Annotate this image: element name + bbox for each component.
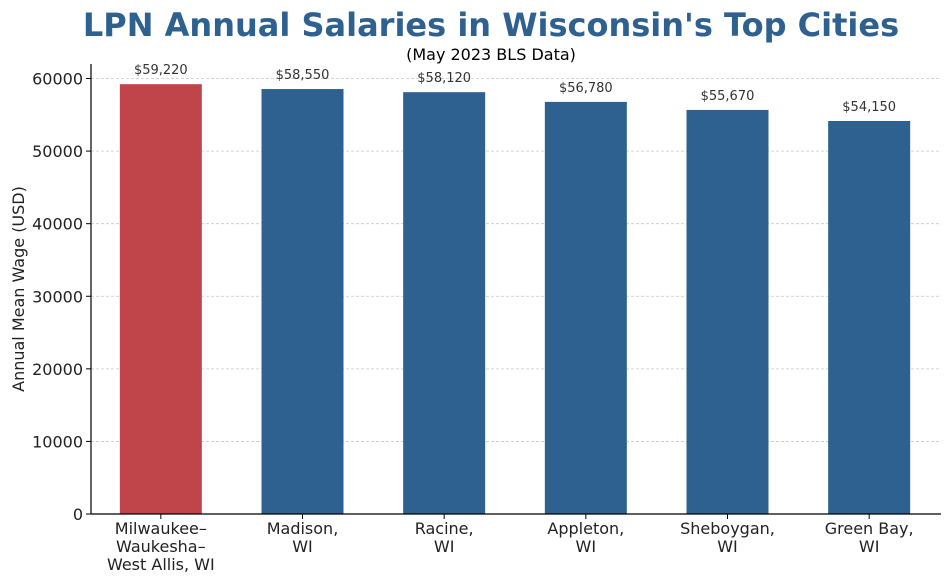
y-tick-label: 50000 [32,142,83,161]
bar [119,84,202,514]
x-tick-label: Green Bay, [825,519,914,538]
data-label: $58,120 [417,71,471,86]
y-tick-label: 60000 [32,70,83,89]
x-tick-label: West Allis, WI [107,555,215,574]
data-label: $58,550 [276,68,330,83]
y-ticks: 0 10000 20000 30000 40000 50000 60000 [32,70,91,524]
x-tick-label: Appleton, [547,519,624,538]
y-tick-label: 20000 [32,360,83,379]
y-axis-label: Annual Mean Wage (USD) [9,186,28,392]
x-tick-label: WI [434,537,455,556]
grid-lines [91,78,941,442]
x-tick-label: Madison, [267,519,339,538]
x-tick-label: WI [292,537,313,556]
data-labels: $59,220 $58,550 $58,120 $56,780 $55,670 $54,1… [134,63,896,115]
bar [403,92,486,515]
bar [828,120,911,515]
chart-title: LPN Annual Salaries in Wisconsin's Top C… [83,6,899,44]
x-tick-label: Waukesha– [116,537,206,556]
y-tick-label: 40000 [32,215,83,234]
x-tick-label: Sheboygan, [680,519,775,538]
data-label: $54,150 [842,100,896,115]
x-ticks: Milwaukee–Waukesha–West Allis, WI Madison… [107,514,914,574]
x-tick-label: WI [576,537,597,556]
y-tick-label: 30000 [32,287,83,306]
chart-subtitle: (May 2023 BLS Data) [406,45,576,64]
x-tick-label: Racine, [415,519,474,538]
bar [261,89,344,515]
y-tick-label: 0 [73,505,83,524]
y-tick-label: 10000 [32,432,83,451]
x-tick-label: WI [859,537,880,556]
data-label: $55,670 [701,89,755,104]
x-tick-label: Milwaukee– [115,519,207,538]
bar [544,101,627,515]
x-tick-label: WI [717,537,738,556]
bar [686,109,769,515]
data-label: $56,780 [559,81,613,96]
bars [119,84,911,515]
data-label: $59,220 [134,63,188,78]
